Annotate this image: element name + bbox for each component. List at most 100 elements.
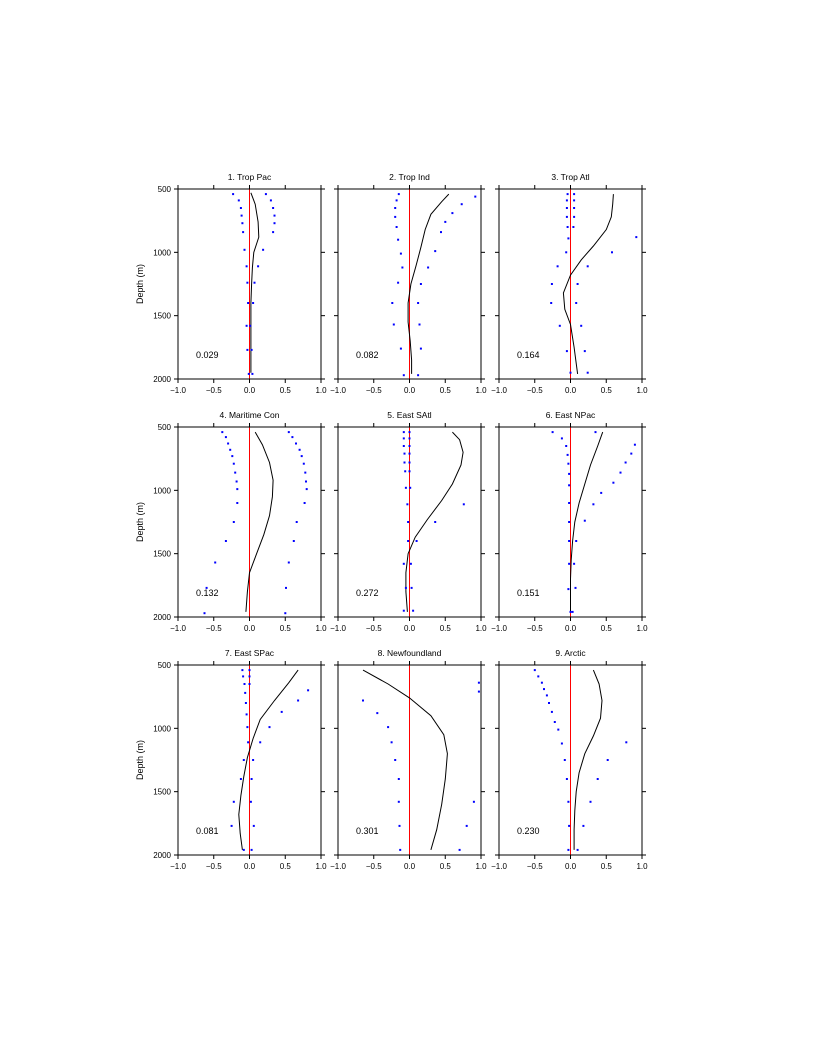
data-point	[390, 741, 393, 744]
x-tick-label: 0.5	[440, 624, 452, 633]
data-point	[568, 502, 571, 504]
mean-profile-line	[238, 669, 299, 850]
data-point	[235, 480, 238, 483]
data-point	[580, 324, 583, 327]
data-point	[243, 248, 246, 251]
data-point	[630, 452, 633, 455]
data-point	[250, 848, 253, 851]
data-point	[244, 691, 247, 694]
data-point	[569, 371, 572, 374]
data-point	[619, 471, 622, 474]
data-point	[395, 226, 398, 228]
data-point	[249, 324, 252, 327]
x-tick-label: 0.5	[280, 624, 292, 633]
panel-title: 2. Trop Ind	[389, 172, 430, 182]
data-point	[394, 759, 397, 761]
data-point	[244, 702, 247, 704]
data-point	[404, 470, 407, 473]
data-point	[611, 251, 613, 254]
data-point	[550, 710, 553, 713]
data-point	[402, 445, 405, 447]
x-tick-label: −1.0	[491, 862, 507, 871]
data-point	[252, 302, 255, 304]
panel-7: 7. East SPac −1.0 −0.5 0.0 0.5 1.0 500 1000 1500…	[153, 648, 327, 871]
panel-stat-value: 0.081	[196, 826, 219, 836]
data-point	[245, 713, 248, 716]
data-point	[262, 248, 265, 251]
data-point	[574, 586, 577, 589]
data-point	[462, 503, 465, 506]
data-point	[624, 461, 627, 464]
panel-title: 6. East NPac	[546, 410, 596, 420]
data-point	[224, 436, 227, 439]
data-point	[415, 540, 418, 542]
data-point	[409, 486, 412, 489]
data-point	[474, 195, 477, 198]
x-tick-label: 0.5	[280, 386, 292, 395]
data-point	[231, 455, 234, 458]
panel-title: 7. East SPac	[225, 648, 275, 658]
panel-2: 2. Trop Ind −1.0 −0.5 0.0 0.5 1.0 0.082	[330, 172, 487, 395]
data-point	[573, 193, 576, 196]
x-tick-label: −1.0	[170, 386, 186, 395]
x-tick-label: −0.5	[527, 386, 543, 395]
x-tick-label: 0.5	[440, 862, 452, 871]
data-point	[550, 283, 553, 285]
x-tick-label: 0.5	[601, 386, 613, 395]
data-point	[284, 612, 287, 615]
data-point	[236, 488, 239, 491]
data-point	[575, 540, 578, 542]
y-tick-label: 2000	[153, 851, 171, 860]
data-point	[403, 452, 406, 455]
x-tick-label: 0.0	[404, 862, 416, 871]
data-point	[567, 848, 570, 851]
data-point	[229, 448, 232, 451]
data-point	[407, 521, 410, 523]
data-point	[230, 824, 233, 827]
data-point	[245, 324, 248, 327]
mean-profile-line	[250, 192, 260, 373]
data-point	[259, 741, 262, 744]
data-point	[567, 588, 570, 591]
panel-title: 1. Trop Pac	[228, 172, 272, 182]
mean-profile-line	[570, 431, 604, 612]
data-point	[203, 612, 206, 615]
data-point	[553, 721, 556, 723]
data-point	[234, 471, 237, 474]
data-point	[399, 252, 402, 255]
data-point	[253, 281, 256, 284]
mean-profile-line	[245, 431, 274, 612]
panel-stat-value: 0.082	[356, 350, 379, 360]
data-point	[419, 347, 422, 350]
data-point	[394, 207, 397, 209]
data-point	[404, 486, 407, 489]
data-point	[550, 302, 553, 304]
data-point	[399, 347, 402, 350]
data-point	[287, 431, 290, 434]
data-point	[402, 609, 405, 612]
data-point	[304, 471, 307, 474]
data-point	[403, 461, 406, 464]
data-point	[397, 281, 400, 284]
x-tick-label: 1.0	[315, 624, 327, 633]
data-point	[407, 540, 410, 542]
y-tick-label: 2000	[153, 613, 171, 622]
x-tick-label: 0.0	[244, 862, 256, 871]
x-tick-label: 1.0	[315, 862, 327, 871]
data-point	[237, 199, 240, 202]
y-tick-label: 2000	[153, 375, 171, 384]
panels-group: 1. Trop Pac −1.0 −0.5 0.0 0.5 1.0 500 1000 1500 2…	[153, 172, 648, 871]
data-point	[397, 800, 400, 803]
data-point	[280, 710, 283, 713]
data-point	[285, 586, 287, 589]
data-point	[560, 742, 563, 745]
data-point	[248, 675, 251, 678]
data-point	[589, 800, 592, 803]
data-point	[307, 689, 310, 692]
data-point	[568, 562, 571, 565]
x-tick-label: −0.5	[206, 624, 222, 633]
data-point	[635, 236, 638, 239]
mean-profile-line	[405, 431, 464, 612]
data-point	[600, 491, 603, 494]
data-point	[397, 238, 400, 241]
